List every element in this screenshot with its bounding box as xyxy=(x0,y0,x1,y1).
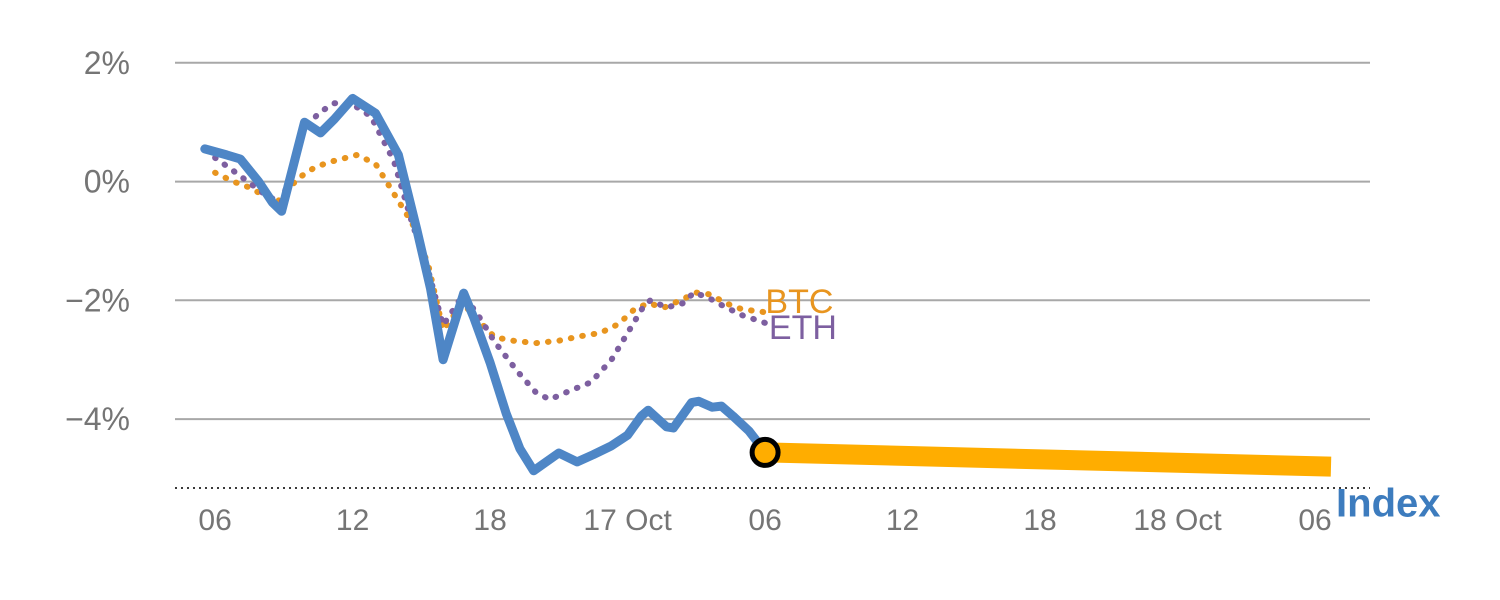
y-axis-tick-label: 2% xyxy=(84,45,130,81)
x-axis-tick-label: 12 xyxy=(886,504,919,537)
current-point-marker xyxy=(749,436,781,468)
x-axis-tick-label: 06 xyxy=(198,504,231,537)
y-axis-tick-label: −2% xyxy=(65,282,130,318)
series-label-btc: BTC xyxy=(765,283,833,321)
series-label-index: Index xyxy=(1336,482,1440,526)
x-axis-tick-label: 12 xyxy=(336,504,369,537)
series-label-eth: ETH xyxy=(769,309,837,347)
x-axis-tick-label: 06 xyxy=(748,504,781,537)
y-axis-tick-label: 0% xyxy=(84,164,130,200)
x-axis-tick-label: 18 Oct xyxy=(1133,504,1222,537)
series-line-index xyxy=(200,93,770,476)
x-axis-tick-label: 18 xyxy=(473,504,506,537)
series-line-index-forecast xyxy=(764,442,1332,477)
x-axis-tick-label: 18 xyxy=(1023,504,1056,537)
y-axis-tick-label: −4% xyxy=(65,401,130,437)
series-line-btc xyxy=(212,151,769,347)
x-axis-tick-label: 17 Oct xyxy=(583,504,672,537)
x-axis-tick-label: 06 xyxy=(1298,504,1331,537)
